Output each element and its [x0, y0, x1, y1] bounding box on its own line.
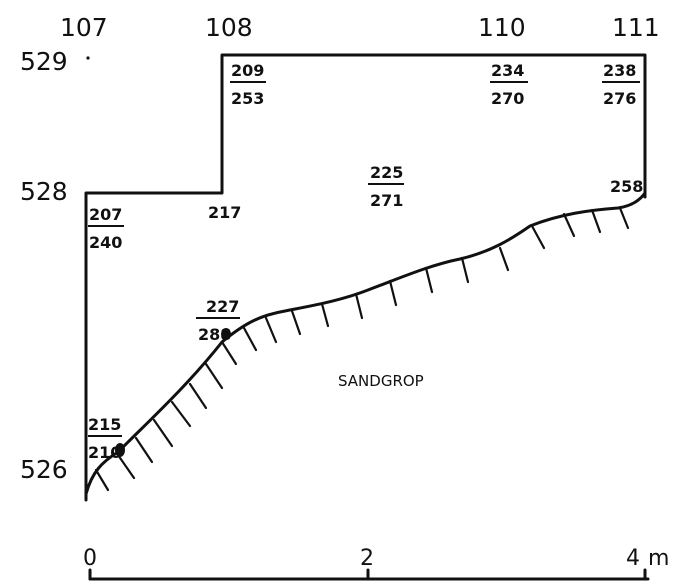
- measurement-bottom: 288: [198, 325, 231, 344]
- area-label: SANDGROP: [338, 372, 424, 390]
- scale-unit: m: [648, 546, 669, 571]
- grid-y-label-528: 528: [20, 177, 68, 206]
- measurement-bottom: 271: [370, 191, 403, 210]
- measurement-top: 227: [206, 297, 239, 316]
- grid-x-label-110: 110: [478, 13, 526, 42]
- measurement-227-288: 227 288: [196, 297, 240, 344]
- slope-edge-line: [84, 191, 647, 496]
- measurement-top: 238: [603, 61, 636, 80]
- measurement-238-276: 238 276: [602, 61, 640, 108]
- trench-outline: [84, 53, 647, 502]
- grid-x-label-107: 107: [60, 13, 108, 42]
- scale-label-4: 4: [626, 546, 640, 571]
- measurement-207-240: 207 240: [88, 205, 124, 252]
- grid-x-label-111: 111: [612, 13, 660, 42]
- measurement-225-271: 225 271: [368, 163, 404, 210]
- measurement-bottom: 240: [89, 233, 122, 252]
- level-value-217: 217: [208, 203, 241, 222]
- slope-hatching: [94, 206, 630, 492]
- scale-bar: 0 2 4 m: [83, 546, 669, 581]
- measurement-top: 209: [231, 61, 264, 80]
- slope-feature-lower: [115, 443, 125, 457]
- scale-label-2: 2: [360, 546, 374, 571]
- measurement-234-270: 234 270: [490, 61, 528, 108]
- grid-x-label-108: 108: [205, 13, 253, 42]
- grid-point: [86, 56, 90, 60]
- measurement-top: 234: [491, 61, 524, 80]
- scale-label-0: 0: [83, 546, 97, 571]
- grid-y-label-529: 529: [20, 47, 68, 76]
- slope-feature-upper: [221, 328, 231, 340]
- measurement-bottom: 276: [603, 89, 636, 108]
- measurement-top: 215: [88, 415, 121, 434]
- measurement-215-210: 215 210: [88, 415, 122, 462]
- measurement-bottom: 270: [491, 89, 524, 108]
- measurement-top: 225: [370, 163, 403, 182]
- measurement-bottom: 253: [231, 89, 264, 108]
- measurement-top: 207: [89, 205, 122, 224]
- measurement-bottom: 210: [88, 443, 121, 462]
- level-value-258: 258: [610, 177, 643, 196]
- grid-y-label-526: 526: [20, 455, 68, 484]
- measurement-209-253: 209 253: [230, 61, 266, 108]
